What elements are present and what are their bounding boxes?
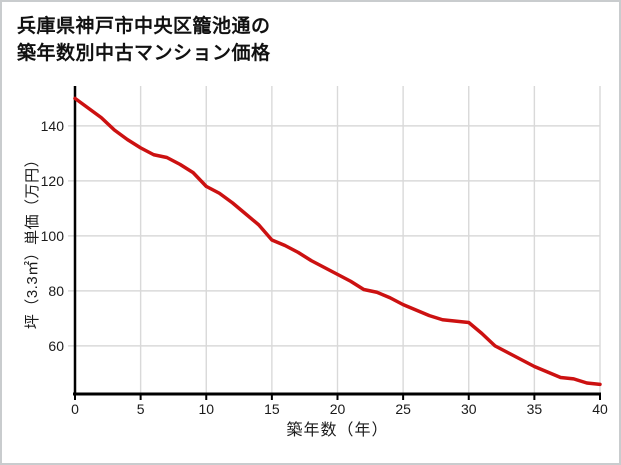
chart-title-line1: 兵庫県神戸市中央区籠池通の xyxy=(17,16,271,37)
x-tick-label: 35 xyxy=(527,401,543,417)
y-tick-label: 120 xyxy=(41,173,65,189)
x-tick-label: 15 xyxy=(264,401,280,417)
chart-title-line2: 築年数別中古マンション価格 xyxy=(17,43,271,64)
y-tick-label: 80 xyxy=(48,283,64,299)
y-tick-label: 140 xyxy=(41,118,65,134)
chart-title: 兵庫県神戸市中央区籠池通の 築年数別中古マンション価格 xyxy=(17,13,271,67)
y-tick-label: 100 xyxy=(41,228,65,244)
x-tick-label: 5 xyxy=(137,401,145,417)
x-tick-label: 30 xyxy=(461,401,477,417)
x-tick-label: 0 xyxy=(71,401,79,417)
x-tick-label: 10 xyxy=(198,401,214,417)
price-line-series xyxy=(73,96,602,387)
x-tick-label: 20 xyxy=(330,401,346,417)
y-tick-label: 60 xyxy=(48,338,64,354)
x-axis-label: 築年数（年） xyxy=(286,422,389,439)
x-tick-label: 25 xyxy=(395,401,411,417)
x-tick-label: 40 xyxy=(592,401,608,417)
